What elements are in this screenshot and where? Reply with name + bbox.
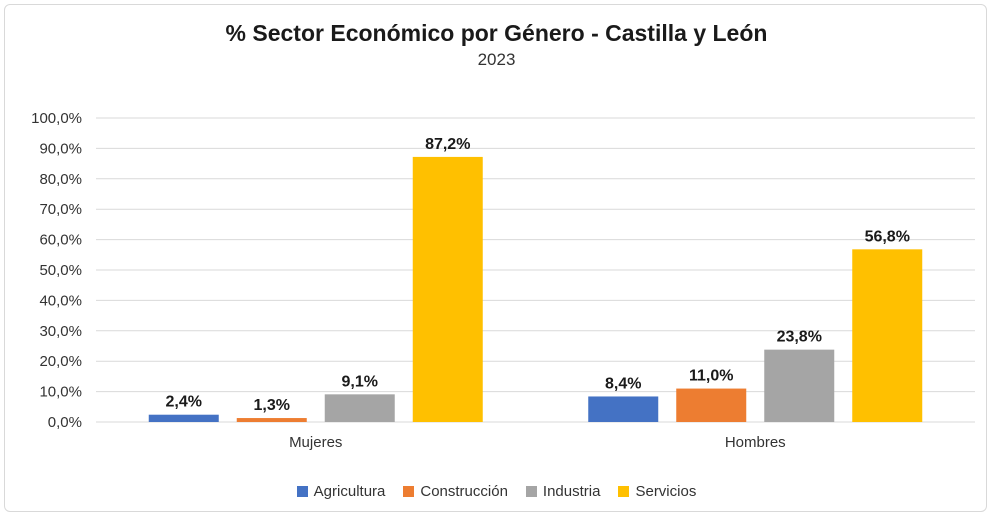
legend-label: Servicios bbox=[635, 483, 697, 500]
bar-agricultura bbox=[148, 414, 219, 422]
bar-construcción bbox=[236, 418, 307, 422]
y-tick-label: 70,0% bbox=[39, 201, 82, 218]
data-label: 87,2% bbox=[425, 136, 470, 153]
data-label: 8,4% bbox=[605, 375, 641, 392]
bar-agricultura bbox=[588, 396, 659, 422]
legend-label: Construcción bbox=[420, 483, 508, 500]
bar-construcción bbox=[676, 388, 747, 422]
y-tick-label: 100,0% bbox=[31, 110, 82, 127]
legend-label: Industria bbox=[542, 483, 601, 500]
y-tick-label: 50,0% bbox=[39, 262, 82, 279]
y-tick-label: 60,0% bbox=[39, 232, 82, 249]
legend-item: Servicios bbox=[618, 483, 696, 500]
y-tick-label: 0,0% bbox=[48, 414, 82, 431]
chart-subtitle: 2023 bbox=[477, 50, 516, 69]
legend-item: Construcción bbox=[403, 483, 508, 500]
legend-swatch bbox=[403, 486, 415, 497]
data-label: 1,3% bbox=[254, 397, 290, 414]
chart-frame bbox=[4, 4, 987, 512]
y-tick-label: 80,0% bbox=[39, 171, 82, 188]
y-tick-label: 40,0% bbox=[39, 292, 82, 309]
legend-item: Agricultura bbox=[296, 483, 386, 500]
data-label: 2,4% bbox=[166, 394, 202, 411]
bar-servicios bbox=[412, 156, 483, 423]
bar-industria bbox=[324, 394, 395, 422]
legend-swatch bbox=[618, 486, 630, 497]
chart-title: % Sector Económico por Género - Castilla… bbox=[225, 20, 768, 46]
x-category-label: Hombres bbox=[725, 434, 786, 451]
y-tick-label: 10,0% bbox=[39, 384, 82, 401]
data-label: 56,8% bbox=[865, 228, 910, 245]
legend-swatch bbox=[525, 486, 537, 497]
legend-label: Agricultura bbox=[313, 483, 386, 500]
y-tick-label: 90,0% bbox=[39, 140, 82, 157]
y-tick-label: 20,0% bbox=[39, 353, 82, 370]
bar-servicios bbox=[852, 249, 923, 422]
chart-legend: Agricultura Construcción Industria Servicio… bbox=[0, 483, 993, 500]
y-tick-label: 30,0% bbox=[39, 323, 82, 340]
legend-swatch bbox=[296, 486, 308, 497]
data-label: 11,0% bbox=[689, 368, 733, 385]
bar-industria bbox=[764, 349, 835, 422]
x-category-label: Mujeres bbox=[289, 434, 342, 451]
data-label: 9,1% bbox=[342, 373, 378, 390]
legend-item: Industria bbox=[525, 483, 601, 500]
data-label: 23,8% bbox=[777, 329, 822, 346]
